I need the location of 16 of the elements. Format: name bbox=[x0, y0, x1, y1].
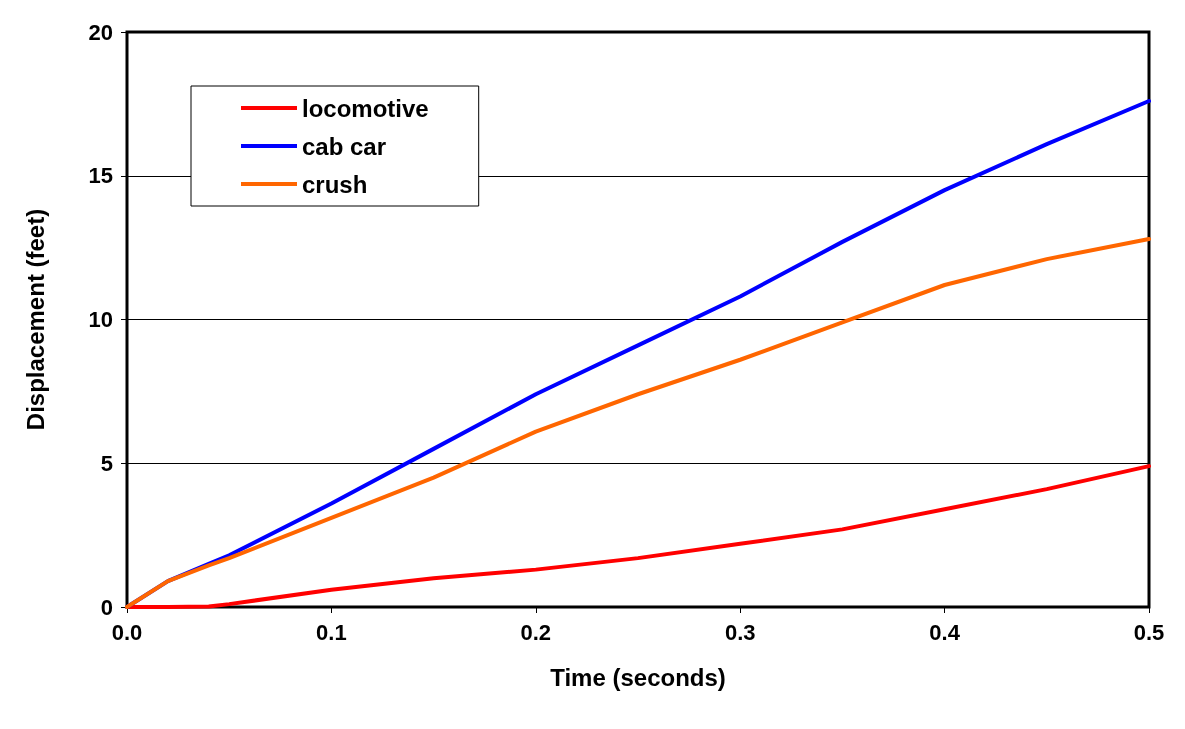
x-tick-label: 0.0 bbox=[111, 619, 143, 645]
x-tick-label: 0.1 bbox=[316, 619, 347, 645]
legend-label: locomotive bbox=[302, 94, 429, 122]
x-tick-label: 0.4 bbox=[929, 619, 961, 645]
x-tick-label: 0.2 bbox=[520, 619, 552, 645]
x-axis-title: Time (seconds) bbox=[550, 663, 726, 691]
legend-label: cab car bbox=[302, 132, 387, 160]
x-tick-label: 0.3 bbox=[724, 619, 756, 645]
y-tick-label: 15 bbox=[88, 163, 113, 189]
legend-label: crush bbox=[302, 170, 368, 198]
y-tick-label: 5 bbox=[100, 450, 113, 476]
y-axis-title: Displacement (feet) bbox=[21, 208, 49, 431]
y-tick-label: 10 bbox=[88, 307, 113, 332]
x-tick-label: 0.5 bbox=[1133, 619, 1165, 645]
y-tick-label: 0 bbox=[100, 594, 113, 620]
y-tick-label: 20 bbox=[88, 19, 113, 45]
